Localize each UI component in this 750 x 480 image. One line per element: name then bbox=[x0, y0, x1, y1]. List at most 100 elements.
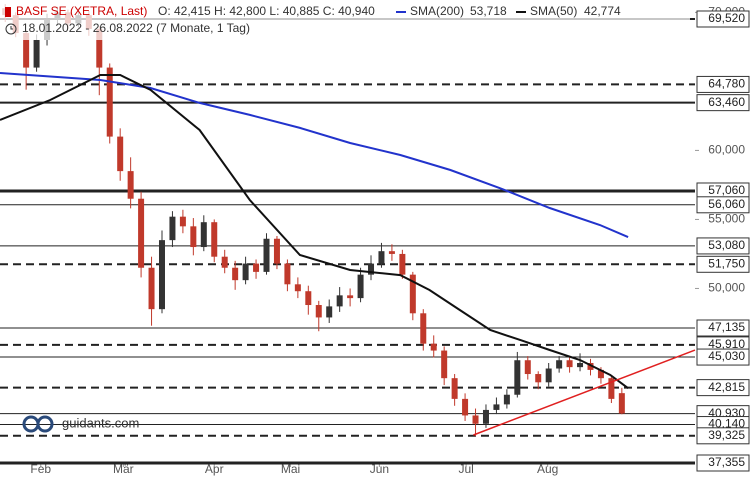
candle-body bbox=[221, 256, 228, 268]
level-label-box bbox=[696, 255, 750, 273]
trend-line bbox=[473, 349, 696, 436]
candle-body bbox=[556, 360, 563, 369]
logo-ring bbox=[36, 415, 54, 433]
y-tick-label: 55,000 bbox=[708, 212, 745, 226]
watermark-text: guidants.com bbox=[62, 415, 139, 430]
candle-body bbox=[535, 374, 542, 383]
level-label: 69,520 bbox=[708, 11, 745, 25]
x-tick-label: Mai bbox=[281, 462, 300, 476]
level-label: 47,135 bbox=[708, 320, 745, 334]
watermark: guidants.com bbox=[22, 415, 139, 433]
sma-line bbox=[0, 74, 629, 390]
candle-body bbox=[577, 362, 584, 368]
x-tick-label: Mär bbox=[113, 462, 134, 476]
candle-body bbox=[493, 404, 500, 410]
candle-body bbox=[127, 171, 134, 199]
candle-body bbox=[566, 360, 573, 368]
level-label-box bbox=[696, 348, 750, 366]
legend-bg bbox=[0, 0, 690, 40]
candle-body bbox=[587, 362, 594, 370]
candle-body bbox=[242, 263, 249, 281]
y-tick-label: 50,000 bbox=[708, 281, 745, 295]
candle-body bbox=[96, 28, 103, 68]
candle-body bbox=[169, 216, 176, 241]
clock-icon bbox=[5, 23, 17, 35]
level-label: 53,080 bbox=[708, 238, 745, 252]
level-label-box bbox=[696, 196, 750, 214]
candle-body bbox=[336, 295, 343, 307]
level-label: 45,030 bbox=[708, 349, 745, 363]
level-label: 64,780 bbox=[708, 77, 745, 91]
candle-body bbox=[273, 238, 280, 264]
legend-title: BASF SE (XETRA, Last) bbox=[16, 4, 147, 18]
candle-body bbox=[514, 360, 521, 395]
level-label-box bbox=[696, 94, 750, 112]
legend-value: 42,774 bbox=[584, 4, 621, 18]
level-label-box bbox=[696, 75, 750, 93]
candle-body bbox=[608, 378, 615, 399]
legend-label: SMA(50) bbox=[530, 4, 577, 18]
level-label-box bbox=[696, 427, 750, 445]
candle-body bbox=[409, 274, 416, 314]
legend-value: 53,718 bbox=[470, 4, 507, 18]
candle-body bbox=[305, 291, 312, 306]
candle-body bbox=[179, 216, 186, 227]
candle-body bbox=[482, 409, 489, 424]
candle-body bbox=[368, 263, 375, 275]
candle-body bbox=[294, 284, 301, 292]
x-tick-label: Aug bbox=[537, 462, 558, 476]
legend: BASF SE (XETRA, Last) O: 42,415 H: 42,80… bbox=[0, 0, 690, 40]
candle-body bbox=[200, 222, 207, 248]
candle-body bbox=[106, 67, 113, 137]
y-tick-label: 60,000 bbox=[708, 143, 745, 157]
x-tick-label: Feb bbox=[30, 462, 51, 476]
candle-body bbox=[326, 306, 333, 318]
candle-body bbox=[253, 263, 260, 272]
candle-body bbox=[378, 251, 385, 264]
candle-body bbox=[263, 238, 270, 272]
candle-body bbox=[138, 198, 145, 268]
candle-body bbox=[190, 226, 197, 248]
candle-body bbox=[545, 368, 552, 383]
candle-body bbox=[232, 267, 239, 281]
candle-body bbox=[148, 267, 155, 310]
x-tick-label: Apr bbox=[205, 462, 224, 476]
x-tick-label: Jul bbox=[458, 462, 473, 476]
date-range: 18.01.2022 - 26.08.2022 (7 Monate, 1 Tag… bbox=[22, 21, 250, 35]
level-label-box bbox=[696, 10, 750, 28]
level-label: 40,140 bbox=[708, 417, 745, 431]
plot-area: 70,00060,00055,00050,000FebMärAprMaiJunJ… bbox=[0, 4, 750, 476]
clock-hands bbox=[10, 26, 13, 30]
candle-body bbox=[315, 305, 322, 318]
candle-body bbox=[597, 369, 604, 379]
candle-body bbox=[430, 343, 437, 351]
candle-body bbox=[503, 394, 510, 405]
candle-body bbox=[399, 253, 406, 275]
candle-body bbox=[23, 33, 30, 68]
candle-body bbox=[388, 251, 395, 254]
level-label: 37,355 bbox=[708, 455, 745, 469]
level-label-box bbox=[696, 379, 750, 397]
level-label-box bbox=[696, 319, 750, 337]
level-label-box bbox=[696, 454, 750, 472]
level-label: 45,910 bbox=[708, 337, 745, 351]
level-label: 51,750 bbox=[708, 256, 745, 270]
candle-body bbox=[357, 274, 364, 299]
legend-ohlc: O: 42,415 H: 42,800 L: 40,885 C: 40,940 bbox=[158, 4, 375, 18]
candle-body bbox=[462, 398, 469, 416]
level-label: 39,325 bbox=[708, 428, 745, 442]
legend-label: SMA(200) bbox=[410, 4, 464, 18]
level-label: 42,815 bbox=[708, 380, 745, 394]
candle-body bbox=[618, 393, 625, 414]
level-label: 57,060 bbox=[708, 183, 745, 197]
level-label: 56,060 bbox=[708, 197, 745, 211]
candle-body bbox=[211, 222, 218, 257]
candle-body bbox=[441, 350, 448, 379]
level-label: 63,460 bbox=[708, 95, 745, 109]
candle-body bbox=[472, 415, 479, 424]
candle-body bbox=[284, 263, 291, 285]
legend-icon bbox=[5, 7, 11, 17]
candle-body bbox=[524, 360, 531, 375]
